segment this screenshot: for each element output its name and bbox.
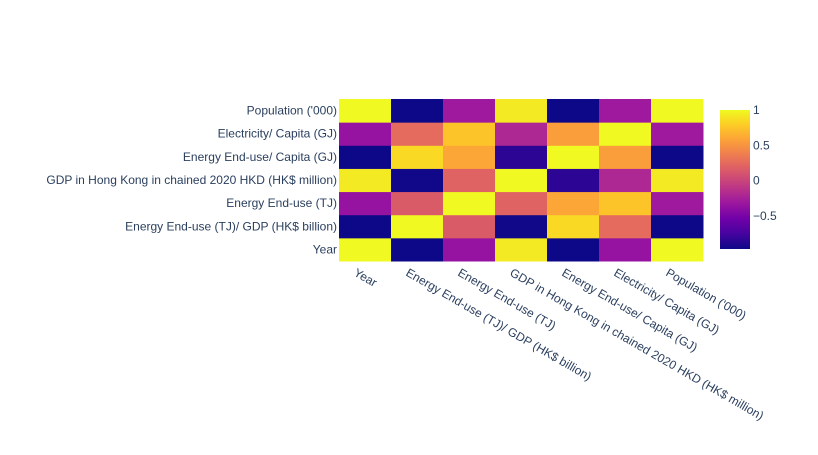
heatmap-cell <box>651 122 704 146</box>
heatmap-cell <box>443 191 496 216</box>
heatmap-cell <box>547 99 600 123</box>
heatmap-cell <box>651 191 704 216</box>
heatmap-cell <box>443 145 496 169</box>
heatmap-cell <box>599 99 652 123</box>
heatmap-cell <box>651 237 704 262</box>
heatmap-cell <box>651 168 704 193</box>
heatmap-cell <box>391 237 444 262</box>
heatmap-cell <box>547 214 600 239</box>
x-axis-tick-labels: Year Energy End-use (TJ)/ GDP (HK$ billio… <box>352 265 767 422</box>
heatmap-cell <box>599 168 652 193</box>
x-tick-label: Year <box>352 265 380 289</box>
y-tick-label: Electricity/ Capita (GJ) <box>218 127 337 141</box>
heatmap-cell <box>547 145 600 169</box>
heatmap-cell <box>495 237 548 262</box>
heatmap-cell <box>339 237 392 262</box>
heatmap-cell <box>651 145 704 169</box>
heatmap-cell <box>443 122 496 146</box>
heatmap-cell <box>599 191 652 216</box>
heatmap-cell <box>339 145 392 169</box>
heatmap-cell <box>651 214 704 239</box>
heatmap-cell <box>443 168 496 193</box>
heatmap-cell <box>495 191 548 216</box>
colorbar-tick-label: −0.5 <box>753 209 777 223</box>
heatmap-cell <box>391 122 444 146</box>
y-tick-label: Year <box>313 242 337 256</box>
heatmap-cell <box>443 237 496 262</box>
colorbar-gradient <box>720 110 750 249</box>
y-tick-label: Energy End-use (TJ) <box>226 196 337 210</box>
heatmap-cell <box>547 122 600 146</box>
y-tick-label: Energy End-use/ Capita (GJ) <box>183 150 337 164</box>
heatmap-cell <box>495 99 548 123</box>
heatmap-cell <box>443 99 496 123</box>
colorbar-tick-label: 0 <box>753 174 760 188</box>
heatmap-cell <box>495 122 548 146</box>
heatmap-cell <box>547 237 600 262</box>
heatmap-cell <box>339 168 392 193</box>
heatmap-cell <box>495 145 548 169</box>
colorbar-tick-label: 0.5 <box>753 138 770 152</box>
heatmap-cell <box>391 214 444 239</box>
heatmap-cell <box>339 122 392 146</box>
y-tick-label: GDP in Hong Kong in chained 2020 HKD (HK… <box>46 173 337 187</box>
heatmap-cell <box>443 214 496 239</box>
heatmap-cell <box>651 99 704 123</box>
heatmap-cell <box>599 214 652 239</box>
heatmap-cell <box>599 145 652 169</box>
heatmap-cell <box>495 168 548 193</box>
x-tick-label: Energy End-use (TJ)/ GDP (HK$ billion) <box>404 265 594 383</box>
heatmap-cell <box>391 191 444 216</box>
heatmap-cell <box>391 168 444 193</box>
colorbar-tick-label: 1 <box>753 103 760 117</box>
heatmap-cell <box>339 214 392 239</box>
y-tick-label: Population ('000) <box>247 104 337 118</box>
heatmap-cell <box>339 99 392 123</box>
heatmap-cell <box>391 145 444 169</box>
heatmap-cell <box>495 214 548 239</box>
y-axis-tick-labels: Year Energy End-use (TJ)/ GDP (HK$ billio… <box>46 104 337 257</box>
heatmap-cell <box>547 168 600 193</box>
heatmap-cell <box>339 191 392 216</box>
heatmap-cell <box>391 99 444 123</box>
y-tick-label: Energy End-use (TJ)/ GDP (HK$ billion) <box>125 219 337 233</box>
heatmap-cell <box>599 237 652 262</box>
heatmap-cells <box>339 99 704 262</box>
heatmap-cell <box>599 122 652 146</box>
colorbar: 1 0.5 0 −0.5 <box>720 103 777 249</box>
heatmap-cell <box>547 191 600 216</box>
